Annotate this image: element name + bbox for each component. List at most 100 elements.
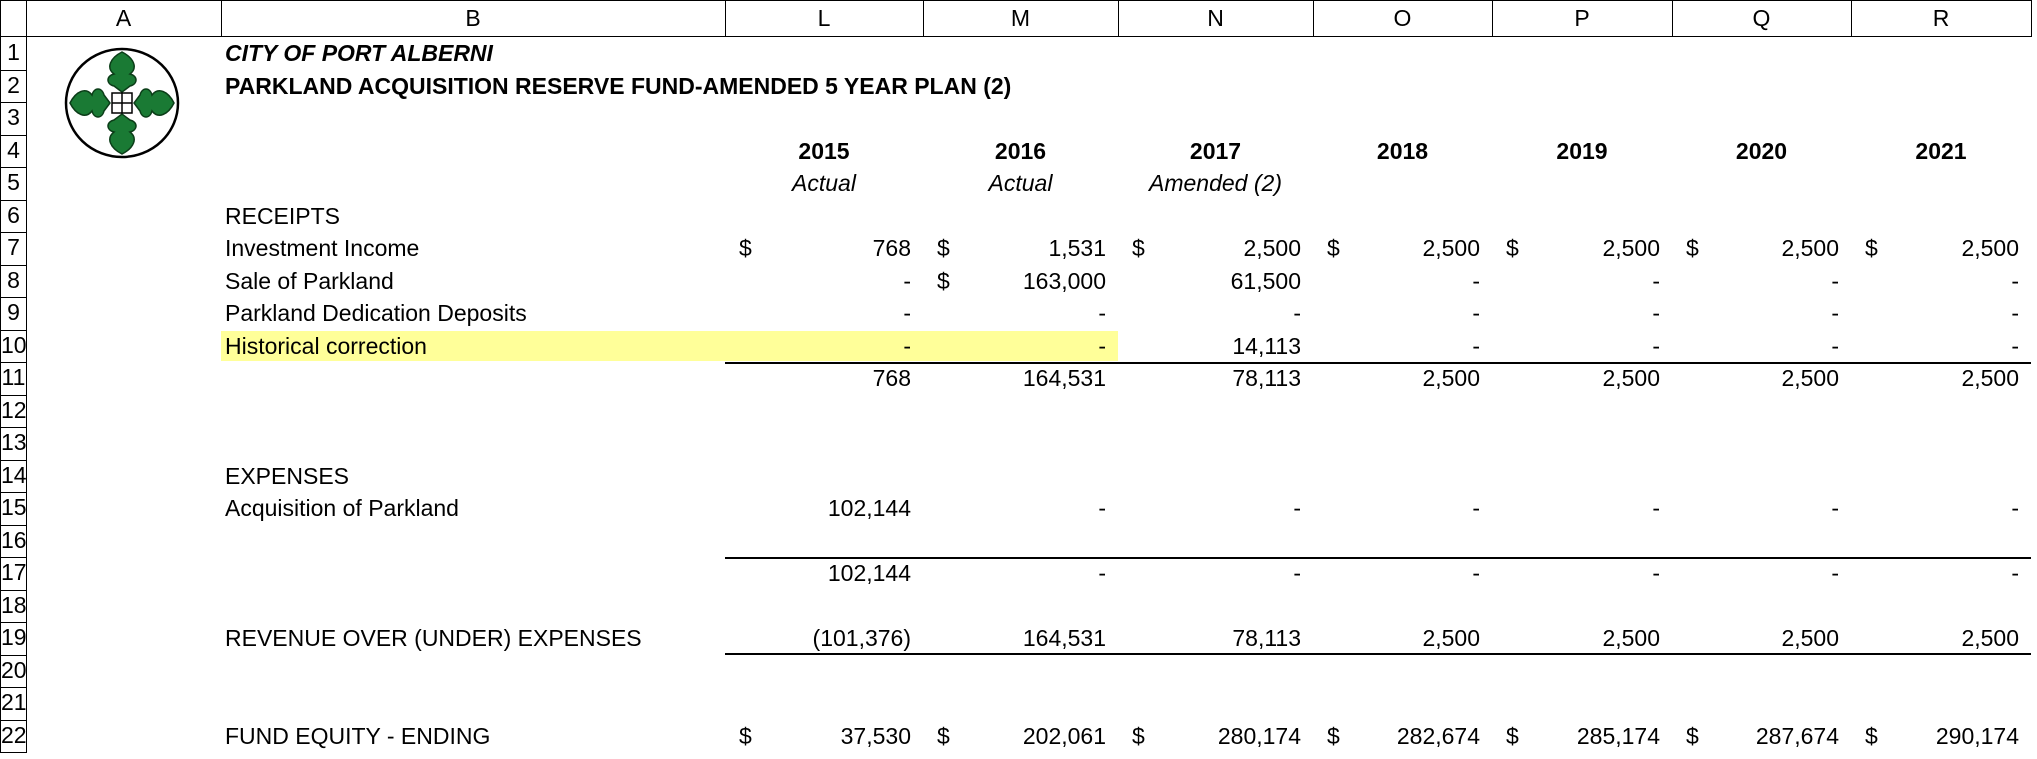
row-number: 2: [0, 69, 27, 103]
cell-value: -: [1293, 495, 1301, 521]
row-label: CITY OF PORT ALBERNI: [225, 40, 493, 66]
currency-sign: $: [1686, 235, 1699, 261]
column-heading: Actual: [988, 170, 1053, 196]
column-header: L: [725, 0, 924, 37]
cell-value: -: [1472, 560, 1480, 586]
total-rule: [725, 652, 2031, 655]
row-number: 4: [0, 134, 27, 168]
cell-value: 280,174: [1217, 722, 1301, 749]
cell-value: -: [1652, 495, 1660, 521]
cell-value: 2,500: [1602, 235, 1660, 261]
cell-value: 2,500: [1602, 365, 1660, 391]
cell-value: -: [903, 332, 911, 359]
row-number: 20: [0, 654, 27, 688]
row-number: 1: [0, 37, 27, 71]
cell-value: 2,500: [1961, 235, 2019, 261]
cell-value: -: [903, 300, 911, 326]
cell-value: 202,061: [1022, 722, 1106, 749]
cell-value: -: [1831, 495, 1839, 521]
cell-value: 285,174: [1576, 722, 1660, 749]
currency-sign: $: [1506, 235, 1519, 261]
cell-value: -: [1293, 300, 1301, 326]
row-number: 10: [0, 329, 27, 363]
column-heading: Actual: [792, 170, 856, 196]
cell-value: 163,000: [1022, 267, 1106, 294]
cell-value: -: [1831, 560, 1839, 586]
row-number: 9: [0, 297, 27, 331]
cell-value: 282,674: [1396, 722, 1480, 749]
column-heading: 2017: [1189, 137, 1242, 164]
column-header: Q: [1672, 0, 1852, 37]
row-label: RECEIPTS: [225, 202, 341, 229]
cell-value: 2,500: [1422, 235, 1480, 261]
cell-value: -: [1098, 300, 1106, 326]
column-heading: Amended (2): [1149, 170, 1282, 196]
column-heading: 2020: [1735, 137, 1788, 164]
cell-value: 2,500: [1422, 625, 1480, 651]
column-header: R: [1851, 0, 2032, 37]
cell-value: 2,500: [1422, 365, 1480, 391]
cell-value: 2,500: [1781, 625, 1839, 651]
row-number: 19: [0, 622, 27, 656]
column-header: M: [923, 0, 1119, 37]
row-number: 17: [0, 557, 27, 591]
row-number: 8: [0, 264, 27, 298]
cell-value: -: [1652, 332, 1660, 359]
cell-value: 2,500: [1243, 235, 1301, 261]
cell-value: 287,674: [1755, 722, 1839, 749]
cell-value: -: [2011, 300, 2019, 326]
cell-value: 164,531: [1022, 365, 1106, 391]
highlight: [221, 330, 1118, 361]
column-header: P: [1492, 0, 1673, 37]
row-label: REVENUE OVER (UNDER) EXPENSES: [225, 625, 642, 651]
row-label: EXPENSES: [225, 462, 349, 489]
row-label: Historical correction: [225, 332, 427, 359]
currency-sign: $: [739, 722, 752, 749]
cell-value: 14,113: [1232, 332, 1301, 359]
row-label: Acquisition of Parkland: [225, 495, 459, 521]
cell-value: -: [1652, 300, 1660, 326]
cell-value: 78,113: [1232, 365, 1301, 391]
currency-sign: $: [1686, 722, 1699, 749]
cell-value: -: [1831, 300, 1839, 326]
row-label: Parkland Dedication Deposits: [225, 300, 527, 326]
cell-value: -: [1472, 332, 1480, 359]
cell-value: 2,500: [1602, 625, 1660, 651]
row-number: 3: [0, 102, 27, 136]
cell-value: -: [1098, 332, 1106, 359]
city-logo: [64, 47, 180, 159]
currency-sign: $: [1506, 722, 1519, 749]
row-number: 7: [0, 232, 27, 266]
currency-sign: $: [1132, 235, 1145, 261]
cell-value: -: [1098, 560, 1106, 586]
cell-value: -: [2011, 332, 2019, 359]
cell-value: 2,500: [1961, 365, 2019, 391]
column-heading: 2018: [1376, 137, 1429, 164]
cell-value: -: [1652, 560, 1660, 586]
column-heading: 2019: [1556, 137, 1608, 164]
cell-value: 290,174: [1935, 722, 2019, 749]
cell-value: (101,376): [812, 625, 911, 651]
column-header: N: [1118, 0, 1314, 37]
row-label: Investment Income: [225, 235, 420, 261]
row-label: FUND EQUITY - ENDING: [225, 722, 491, 749]
column-header: B: [221, 0, 726, 37]
currency-sign: $: [1327, 235, 1340, 261]
corner-cell: [0, 0, 27, 37]
cell-value: -: [903, 267, 911, 294]
column-heading: 2015: [798, 137, 850, 164]
row-number: 22: [0, 719, 27, 753]
cell-value: 2,500: [1781, 365, 1839, 391]
cell-value: -: [2011, 560, 2019, 586]
cell-value: -: [1831, 267, 1839, 294]
row-number: 14: [0, 459, 27, 493]
column-header: O: [1313, 0, 1493, 37]
row-label: Sale of Parkland: [225, 267, 394, 294]
row-number: 16: [0, 524, 27, 558]
row-number: 11: [0, 362, 27, 396]
cell-value: -: [1098, 495, 1106, 521]
currency-sign: $: [1865, 235, 1878, 261]
cell-value: -: [1472, 300, 1480, 326]
cell-value: -: [1293, 560, 1301, 586]
